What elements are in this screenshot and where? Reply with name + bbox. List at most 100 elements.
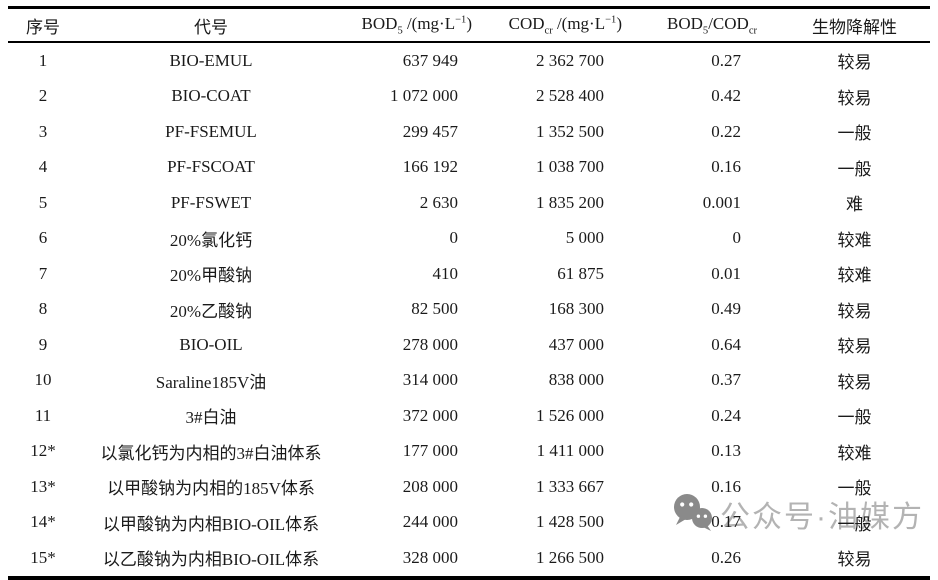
cell-index: 3 — [8, 114, 78, 150]
table-row: 13* 以甲酸钠为内相的185V体系 208 000 1 333 667 0.1… — [8, 469, 930, 505]
cell-biodegradability: 一般 — [760, 150, 930, 186]
table-row: 9 BIO-OIL 278 000 437 000 0.64 较易 — [8, 327, 930, 363]
cell-ratio: 0.37 — [624, 363, 760, 399]
cell-code: BIO-COAT — [78, 79, 344, 115]
cell-bod5: 166 192 — [344, 150, 474, 186]
table-row: 14* 以甲酸钠为内相BIO-OIL体系 244 000 1 428 500 0… — [8, 505, 930, 541]
cell-code: PF-FSEMUL — [78, 114, 344, 150]
header-row: 序号 代号 BOD5 /(mg·L−1) CODcr /(mg·L−1) BOD… — [8, 8, 930, 43]
cell-biodegradability: 较难 — [760, 434, 930, 470]
cell-code: 20%甲酸钠 — [78, 256, 344, 292]
cell-bod5: 1 072 000 — [344, 79, 474, 115]
biodegradability-table: 序号 代号 BOD5 /(mg·L−1) CODcr /(mg·L−1) BOD… — [8, 6, 930, 580]
col-header-bod5: BOD5 /(mg·L−1) — [344, 8, 474, 43]
cell-code: 以乙酸钠为内相BIO-OIL体系 — [78, 540, 344, 578]
cell-bod5: 328 000 — [344, 540, 474, 578]
cell-index: 14* — [8, 505, 78, 541]
cell-code: 以甲酸钠为内相的185V体系 — [78, 469, 344, 505]
cell-biodegradability: 较难 — [760, 221, 930, 257]
cell-bod5: 314 000 — [344, 363, 474, 399]
cell-cod: 2 362 700 — [474, 42, 624, 79]
table-row: 15* 以乙酸钠为内相BIO-OIL体系 328 000 1 266 500 0… — [8, 540, 930, 578]
cell-biodegradability: 较易 — [760, 42, 930, 79]
cell-code: Saraline185V油 — [78, 363, 344, 399]
cell-bod5: 177 000 — [344, 434, 474, 470]
cell-cod: 1 526 000 — [474, 398, 624, 434]
cell-bod5: 372 000 — [344, 398, 474, 434]
cell-cod: 2 528 400 — [474, 79, 624, 115]
table-row: 7 20%甲酸钠 410 61 875 0.01 较难 — [8, 256, 930, 292]
cell-index: 13* — [8, 469, 78, 505]
cell-cod: 437 000 — [474, 327, 624, 363]
cell-ratio: 0.17 — [624, 505, 760, 541]
table-row: 2 BIO-COAT 1 072 000 2 528 400 0.42 较易 — [8, 79, 930, 115]
cell-ratio: 0 — [624, 221, 760, 257]
cell-code: BIO-OIL — [78, 327, 344, 363]
col-header-cod: CODcr /(mg·L−1) — [474, 8, 624, 43]
cell-bod5: 82 500 — [344, 292, 474, 328]
cell-index: 1 — [8, 42, 78, 79]
table-row: 5 PF-FSWET 2 630 1 835 200 0.001 难 — [8, 185, 930, 221]
cell-biodegradability: 较易 — [760, 79, 930, 115]
col-header-code: 代号 — [78, 8, 344, 43]
cell-biodegradability: 一般 — [760, 114, 930, 150]
cell-cod: 1 428 500 — [474, 505, 624, 541]
cell-cod: 1 333 667 — [474, 469, 624, 505]
cell-biodegradability: 一般 — [760, 469, 930, 505]
cell-biodegradability: 一般 — [760, 398, 930, 434]
cell-index: 7 — [8, 256, 78, 292]
table-row: 10 Saraline185V油 314 000 838 000 0.37 较易 — [8, 363, 930, 399]
cell-cod: 838 000 — [474, 363, 624, 399]
cell-index: 9 — [8, 327, 78, 363]
table-row: 12* 以氯化钙为内相的3#白油体系 177 000 1 411 000 0.1… — [8, 434, 930, 470]
cell-index: 10 — [8, 363, 78, 399]
cell-ratio: 0.42 — [624, 79, 760, 115]
table-row: 4 PF-FSCOAT 166 192 1 038 700 0.16 一般 — [8, 150, 930, 186]
cell-cod: 1 266 500 — [474, 540, 624, 578]
cell-cod: 1 038 700 — [474, 150, 624, 186]
cell-bod5: 637 949 — [344, 42, 474, 79]
cell-ratio: 0.13 — [624, 434, 760, 470]
cell-ratio: 0.16 — [624, 150, 760, 186]
cell-code: 以氯化钙为内相的3#白油体系 — [78, 434, 344, 470]
cell-ratio: 0.26 — [624, 540, 760, 578]
table-row: 11 3#白油 372 000 1 526 000 0.24 一般 — [8, 398, 930, 434]
cell-index: 6 — [8, 221, 78, 257]
cell-bod5: 410 — [344, 256, 474, 292]
table-row: 8 20%乙酸钠 82 500 168 300 0.49 较易 — [8, 292, 930, 328]
cell-biodegradability: 较难 — [760, 256, 930, 292]
cell-code: 20%氯化钙 — [78, 221, 344, 257]
table-row: 1 BIO-EMUL 637 949 2 362 700 0.27 较易 — [8, 42, 930, 79]
cell-cod: 168 300 — [474, 292, 624, 328]
cell-ratio: 0.001 — [624, 185, 760, 221]
cell-ratio: 0.27 — [624, 42, 760, 79]
cell-index: 2 — [8, 79, 78, 115]
cell-biodegradability: 较易 — [760, 327, 930, 363]
cell-ratio: 0.22 — [624, 114, 760, 150]
table-row: 6 20%氯化钙 0 5 000 0 较难 — [8, 221, 930, 257]
cell-bod5: 244 000 — [344, 505, 474, 541]
cell-index: 12* — [8, 434, 78, 470]
col-header-biodegradability: 生物降解性 — [760, 8, 930, 43]
cell-biodegradability: 难 — [760, 185, 930, 221]
col-header-index: 序号 — [8, 8, 78, 43]
cell-bod5: 208 000 — [344, 469, 474, 505]
cell-cod: 61 875 — [474, 256, 624, 292]
cell-biodegradability: 较易 — [760, 540, 930, 578]
cell-cod: 1 835 200 — [474, 185, 624, 221]
cell-index: 11 — [8, 398, 78, 434]
cell-biodegradability: 较易 — [760, 292, 930, 328]
cell-code: BIO-EMUL — [78, 42, 344, 79]
cell-code: 以甲酸钠为内相BIO-OIL体系 — [78, 505, 344, 541]
cell-biodegradability: 较易 — [760, 363, 930, 399]
col-header-ratio: BOD5/CODcr — [624, 8, 760, 43]
cell-ratio: 0.24 — [624, 398, 760, 434]
cell-cod: 1 352 500 — [474, 114, 624, 150]
cell-ratio: 0.64 — [624, 327, 760, 363]
cell-ratio: 0.16 — [624, 469, 760, 505]
cell-code: 20%乙酸钠 — [78, 292, 344, 328]
cell-code: PF-FSCOAT — [78, 150, 344, 186]
cell-cod: 5 000 — [474, 221, 624, 257]
cell-cod: 1 411 000 — [474, 434, 624, 470]
cell-index: 5 — [8, 185, 78, 221]
